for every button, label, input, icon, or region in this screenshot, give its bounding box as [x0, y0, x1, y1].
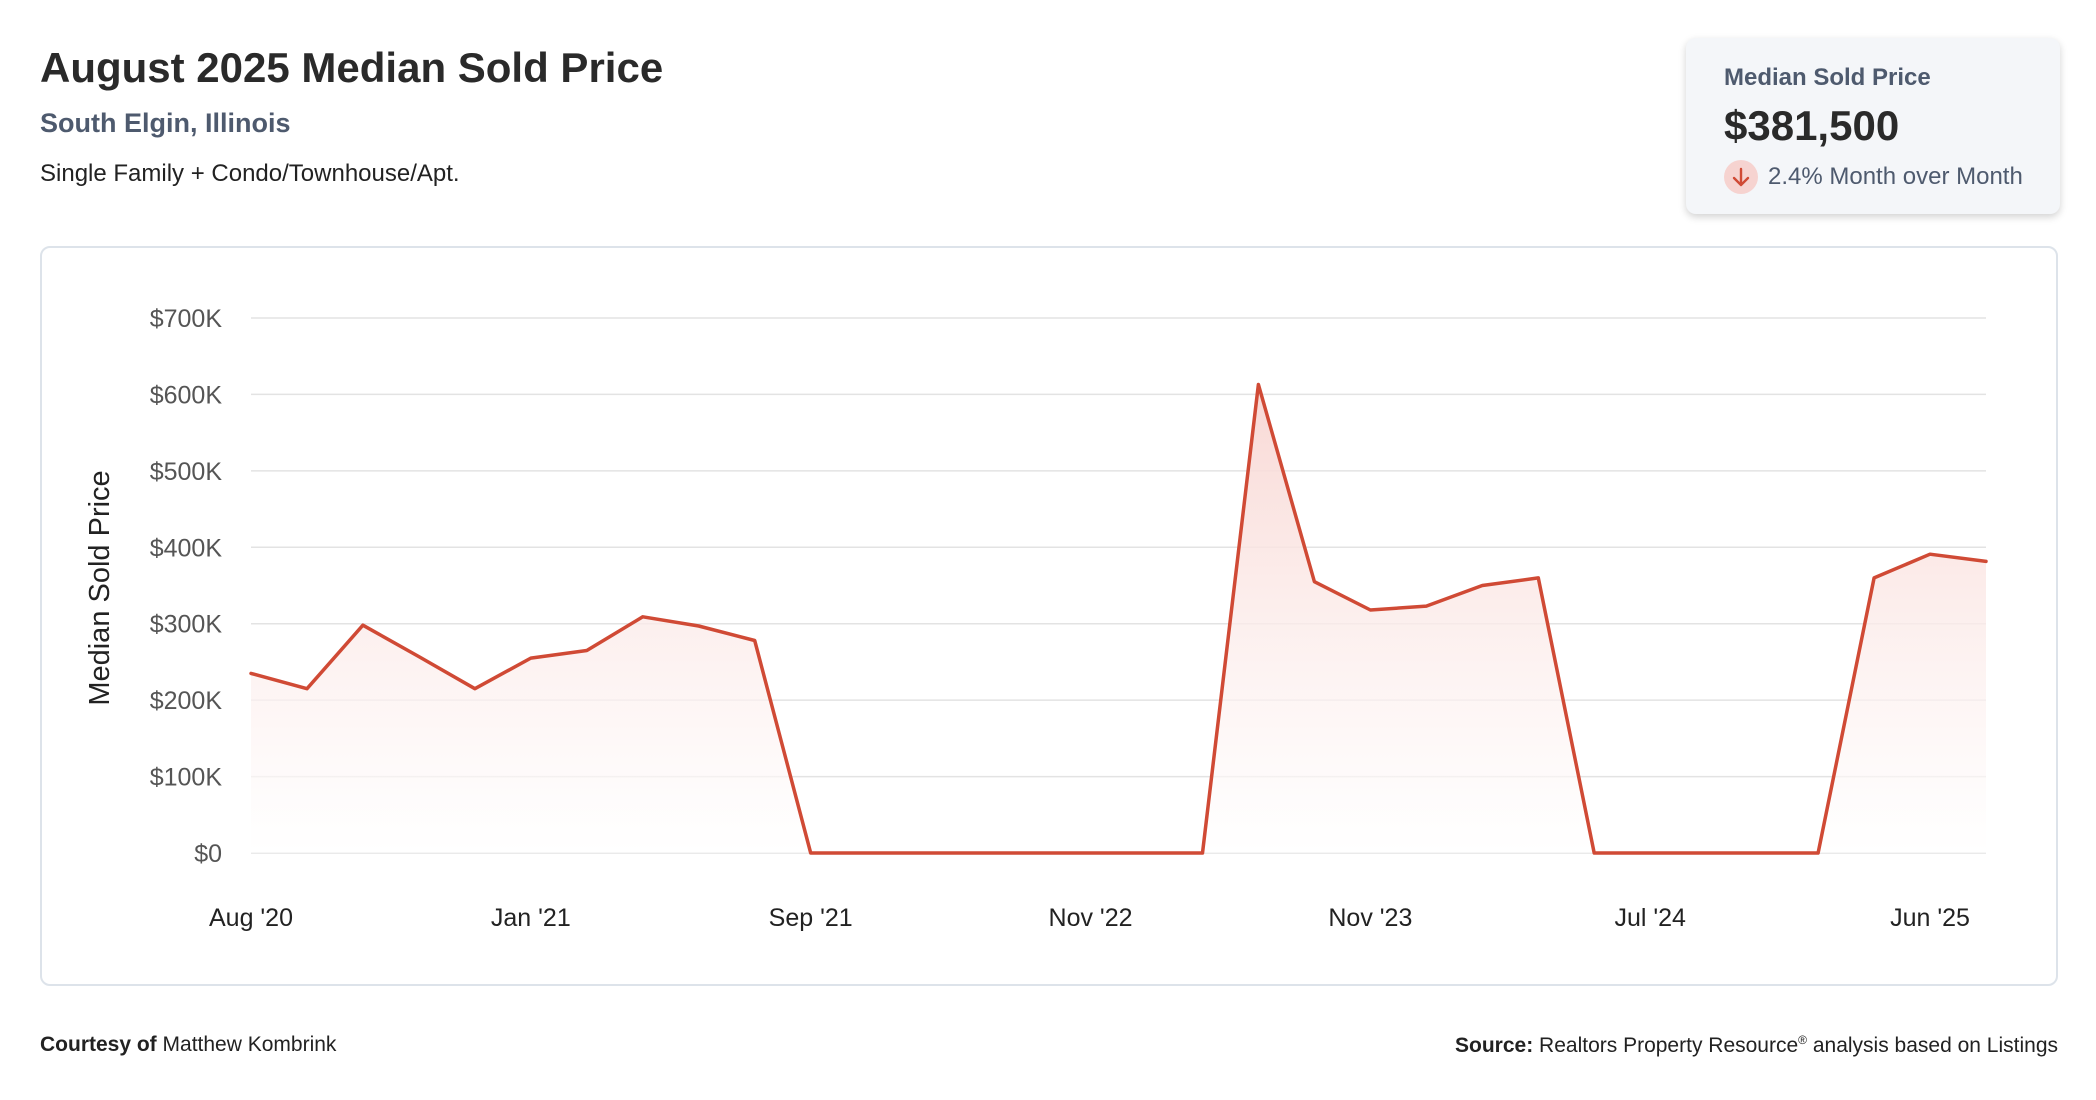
y-tick-label: $0	[194, 840, 222, 868]
courtesy-label: Courtesy of	[40, 1033, 157, 1056]
series-line	[249, 382, 1988, 855]
x-tick-label: Nov '23	[1328, 904, 1412, 932]
x-tick-label: Jun '25	[1890, 904, 1970, 932]
y-tick-label: $200K	[150, 687, 223, 715]
x-axis-labels: Aug '20 Jan '21 Sep '21 Nov '22 Nov '23 Jul '…	[209, 904, 1970, 932]
y-tick-label: $700K	[150, 305, 223, 333]
y-tick-label: $500K	[150, 458, 223, 486]
median-sold-price-card: Median Sold Price $381,500 2.4% Month ov…	[1686, 38, 2060, 214]
y-tick-label: $600K	[150, 381, 223, 409]
data-points	[250, 384, 1987, 854]
median-price-chart: $0 $100K $200K $300K $400K $500K $600K $700K Au…	[84, 305, 1988, 932]
source-text-2: analysis based on Listings	[1812, 1034, 2058, 1057]
property-types-label: Single Family + Condo/Townhouse/Apt.	[40, 160, 460, 187]
arrow-down-icon	[1724, 160, 1758, 194]
stat-change: 2.4% Month over Month	[1724, 160, 2023, 194]
y-axis-labels: $0 $100K $200K $300K $400K $500K $600K $700K	[150, 305, 223, 868]
series-area	[251, 384, 1986, 853]
source-footer: Source: Realtors Property Resource® anal…	[1455, 1033, 2058, 1058]
page-title: August 2025 Median Sold Price	[40, 44, 664, 91]
x-tick-label: Nov '22	[1049, 904, 1133, 932]
y-tick-label: $100K	[150, 764, 223, 792]
location-subtitle: South Elgin, Illinois	[40, 108, 291, 138]
courtesy-name: Matthew Kombrink	[162, 1033, 337, 1056]
y-axis-title: Median Sold Price	[84, 470, 116, 705]
x-tick-label: Jul '24	[1614, 904, 1686, 932]
stat-change-text: 2.4% Month over Month	[1768, 163, 2023, 190]
registered-mark: ®	[1798, 1033, 1807, 1047]
source-text: Realtors Property Resource	[1539, 1034, 1799, 1057]
stat-label: Median Sold Price	[1724, 64, 1931, 91]
y-tick-label: $300K	[150, 611, 223, 639]
source-label: Source:	[1455, 1034, 1534, 1057]
chart-frame	[40, 246, 2058, 986]
stat-value: $381,500	[1724, 102, 1900, 149]
x-tick-label: Sep '21	[769, 904, 853, 932]
courtesy-footer: Courtesy of Matthew Kombrink	[40, 1033, 336, 1057]
x-tick-label: Jan '21	[491, 904, 571, 932]
y-tick-label: $400K	[150, 534, 223, 562]
x-tick-label: Aug '20	[209, 904, 293, 932]
